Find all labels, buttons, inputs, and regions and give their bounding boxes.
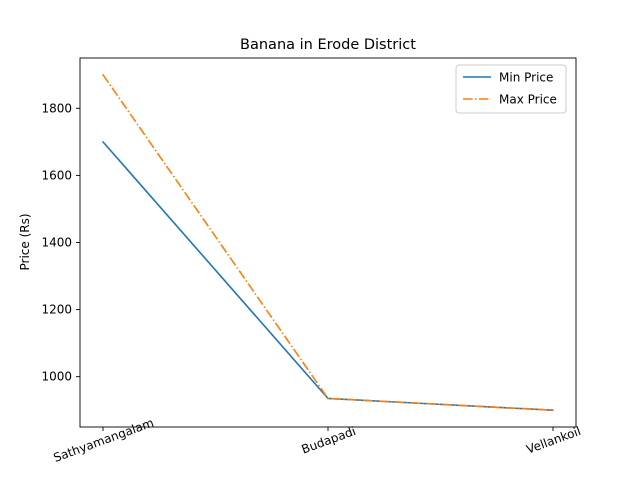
x-tick-label: Vellankoil	[525, 424, 583, 457]
x-tick-label: Sathyamangalam	[52, 416, 156, 465]
x-axis-ticks: Sathyamangalam Budapadi Vellankoil	[52, 416, 583, 465]
legend-label: Min Price	[499, 71, 553, 85]
x-tick-label: Budapadi	[300, 424, 358, 457]
legend: Min Price Max Price	[455, 64, 567, 114]
series-layer	[102, 73, 554, 412]
y-axis-ticks: 1000 1200 1400 1600 1800	[41, 101, 80, 384]
y-tick-label: 1400	[41, 236, 72, 250]
data-point	[552, 409, 554, 412]
legend-label: Max Price	[499, 93, 557, 107]
y-axis-label: Price (Rs)	[18, 213, 32, 270]
y-tick-label: 1800	[41, 101, 72, 115]
plot-frame	[79, 57, 577, 428]
chart-title: Banana in Erode District	[240, 37, 416, 53]
y-tick-label: 1000	[41, 370, 72, 384]
data-point	[327, 397, 329, 400]
y-tick-label: 1200	[41, 303, 72, 317]
series-line-min-price	[102, 141, 554, 412]
y-tick-label: 1600	[41, 168, 72, 182]
series-line-max-price	[102, 74, 554, 412]
data-point	[102, 141, 104, 143]
data-point	[102, 73, 104, 76]
